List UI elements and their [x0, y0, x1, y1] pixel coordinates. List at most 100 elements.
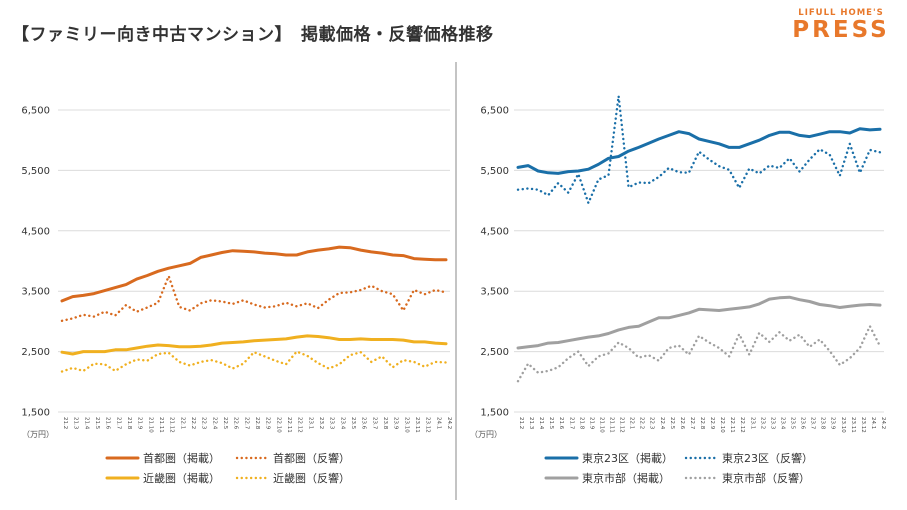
x-tick-label: 23.9 [830, 417, 836, 430]
x-tick-label: 21.3 [73, 417, 79, 430]
x-tick-label: 21.11 [609, 417, 615, 433]
x-tick-label: 22.1 [179, 417, 185, 429]
x-tick-label: 21.2 [62, 417, 68, 429]
chart-tokyo: 1,500 2,500 3,500 4,500 5,500 6,500 （万円） 21.2 21… [470, 94, 886, 485]
x-tick-label: 23.1 [749, 417, 755, 429]
brand-name: PRESS [792, 17, 890, 43]
legend-label-2: 東京23区（反響） [722, 451, 813, 465]
series-line-1 [60, 245, 448, 303]
x-tick-label: 23.6 [800, 417, 806, 430]
x-tick-label: 22.6 [233, 417, 239, 430]
y-unit-label: （万円） [22, 430, 54, 439]
y-tick-label: 6,500 [480, 106, 509, 117]
y-tick-label: 4,500 [21, 226, 50, 237]
x-tick-label: 23.11 [414, 417, 420, 433]
y-tick-label: 6,500 [21, 106, 50, 117]
x-tick-label: 21.5 [548, 417, 554, 430]
x-tick-label: 23.7 [371, 417, 377, 430]
y-tick-label: 1,500 [21, 408, 50, 419]
x-tick-label: 23.7 [810, 417, 816, 430]
x-tick-label: 21.3 [528, 417, 534, 430]
x-tick-label: 24.2 [446, 417, 452, 429]
x-tick-label: 22.12 [297, 417, 303, 433]
x-tick-label: 21.10 [147, 417, 153, 433]
x-tick-label: 22.7 [243, 417, 249, 430]
series-line-4 [516, 325, 882, 383]
x-tick-label: 23.8 [820, 417, 826, 430]
x-tick-label: 22.11 [286, 417, 292, 433]
x-tick-label: 23.4 [779, 417, 785, 430]
x-tick-label: 22.4 [659, 417, 665, 430]
x-tick-label: 21.8 [578, 417, 584, 430]
y-tick-label: 5,500 [480, 166, 509, 177]
x-tick-label: 22.1 [629, 417, 635, 429]
x-tick-label: 23.1 [307, 417, 313, 429]
x-tick-label: 21.12 [169, 417, 175, 433]
legend-label-3: 東京市部（掲載） [582, 471, 670, 485]
x-tick-label: 21.11 [158, 417, 164, 433]
x-tick-label: 23.9 [393, 417, 399, 430]
x-tick-label: 23.12 [860, 417, 866, 433]
x-tick-label: 21.5 [94, 417, 100, 430]
x-tick-label: 22.8 [254, 417, 260, 430]
chart-kanto-kinki: 1,500 2,500 3,500 4,500 5,500 6,500 （万円） 21.2 21… [21, 106, 452, 486]
x-tick-label: 24.1 [435, 417, 441, 429]
series-line-1 [516, 127, 882, 175]
legend-label-1: 東京23区（掲載） [582, 451, 673, 465]
x-tick-label: 24.2 [880, 417, 886, 429]
x-tick-label: 22.5 [669, 417, 675, 430]
x-tick-label: 22.2 [639, 417, 645, 429]
legend-label-4: 東京市部（反響） [722, 471, 810, 485]
series-line-2 [516, 94, 882, 205]
x-tick-label: 21.2 [518, 417, 524, 429]
brand-logo: LIFULL HOME'S PRESS [786, 8, 896, 43]
x-tick-label: 24.1 [870, 417, 876, 429]
y-tick-label: 5,500 [21, 166, 50, 177]
x-tick-label: 21.12 [619, 417, 625, 433]
x-tick-label: 21.10 [598, 417, 604, 433]
y-tick-label: 2,500 [21, 347, 50, 358]
x-tick-label: 21.8 [126, 417, 132, 430]
y-tick-label: 1,500 [480, 408, 509, 419]
x-tick-label: 23.2 [759, 417, 765, 429]
y-unit-label: （万円） [470, 430, 502, 439]
x-tick-label: 22.9 [709, 417, 715, 430]
x-tick-label: 23.4 [339, 417, 345, 430]
x-tick-label: 22.3 [201, 417, 207, 430]
x-tick-label: 23.11 [850, 417, 856, 433]
x-tick-label: 22.3 [649, 417, 655, 430]
x-tick-label: 23.3 [329, 417, 335, 430]
x-tick-label: 22.6 [679, 417, 685, 430]
y-tick-label: 2,500 [480, 347, 509, 358]
x-tick-label: 22.9 [265, 417, 271, 430]
x-tick-label: 21.9 [588, 417, 594, 430]
x-tick-label: 23.6 [361, 417, 367, 430]
x-tick-label: 22.12 [739, 417, 745, 433]
x-tick-label: 21.7 [115, 417, 121, 430]
y-tick-label: 3,500 [21, 287, 50, 298]
x-tick-label: 21.6 [558, 417, 564, 430]
series-line-3 [60, 334, 448, 356]
series-line-4 [60, 350, 448, 373]
x-tick-label: 21.7 [568, 417, 574, 430]
x-tick-label: 23.2 [318, 417, 324, 429]
series-line-2 [60, 274, 448, 322]
legend-label-1: 首都圏（掲載） [143, 451, 220, 465]
x-tick-label: 23.8 [382, 417, 388, 430]
x-tick-label: 22.10 [275, 417, 281, 433]
x-tick-label: 21.9 [137, 417, 143, 430]
x-tick-label: 23.10 [403, 417, 409, 433]
x-tick-label: 21.4 [83, 417, 89, 430]
brand-tagline: LIFULL HOME'S [798, 8, 884, 18]
x-tick-label: 22.11 [729, 417, 735, 433]
x-tick-label: 22.4 [211, 417, 217, 430]
x-tick-label: 23.10 [840, 417, 846, 433]
x-tick-label: 21.4 [538, 417, 544, 430]
legend-label-2: 首都圏（反響） [273, 451, 350, 465]
x-tick-label: 21.6 [105, 417, 111, 430]
x-tick-label: 23.5 [350, 417, 356, 430]
y-tick-label: 4,500 [480, 226, 509, 237]
y-tick-label: 3,500 [480, 287, 509, 298]
x-tick-label: 22.5 [222, 417, 228, 430]
